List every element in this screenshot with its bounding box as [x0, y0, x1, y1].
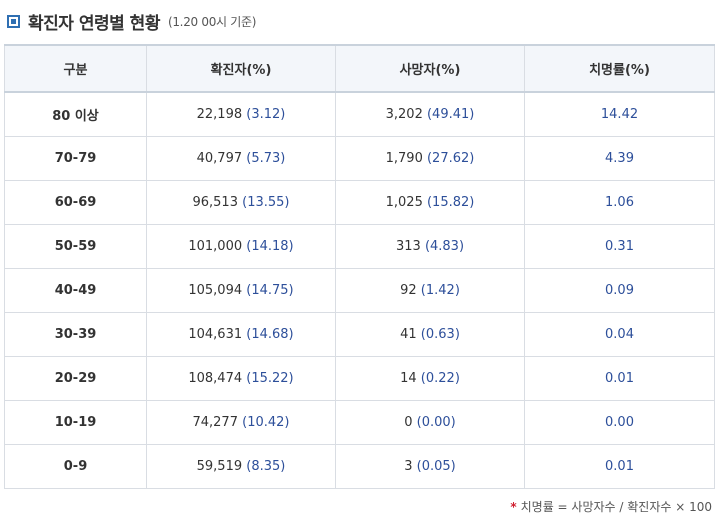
confirmed-count: 96,513	[192, 195, 238, 210]
table-row: 10-19 74,277 (10.42) 0 (0.00) 0.00	[4, 400, 715, 445]
confirmed-cell: 96,513 (13.55)	[146, 180, 336, 225]
confirmed-percent: (15.22)	[246, 371, 294, 386]
age-group-cell: 30-39	[4, 312, 147, 357]
age-group-cell: 80 이상	[4, 91, 147, 137]
age-group-cell: 50-59	[4, 224, 147, 269]
table-row: 20-29 108,474 (15.22) 14 (0.22) 0.01	[4, 356, 715, 401]
fatality-rate-cell: 1.06	[524, 180, 715, 225]
confirmed-percent: (14.75)	[246, 283, 294, 298]
confirmed-cell: 108,474 (15.22)	[146, 356, 336, 401]
deaths-cell: 1,790 (27.62)	[335, 136, 525, 181]
fatality-rate-cell: 0.04	[524, 312, 715, 357]
age-group-cell: 0-9	[4, 444, 147, 489]
deaths-cell: 92 (1.42)	[335, 268, 525, 313]
deaths-count: 0	[404, 415, 413, 430]
confirmed-count: 105,094	[188, 283, 243, 298]
deaths-cell: 313 (4.83)	[335, 224, 525, 269]
table-row: 40-49 105,094 (14.75) 92 (1.42) 0.09	[4, 268, 715, 313]
confirmed-cell: 22,198 (3.12)	[146, 91, 336, 137]
confirmed-percent: (13.55)	[242, 195, 290, 210]
deaths-count: 41	[400, 327, 417, 342]
confirmed-percent: (10.42)	[242, 415, 290, 430]
section-title: 확진자 연령별 현황	[28, 13, 160, 34]
deaths-count: 14	[400, 371, 417, 386]
deaths-percent: (0.22)	[420, 371, 460, 386]
deaths-count: 1,025	[385, 195, 423, 210]
deaths-percent: (1.42)	[420, 283, 460, 298]
deaths-count: 92	[400, 283, 417, 298]
confirmed-count: 104,631	[188, 327, 243, 342]
age-group-cell: 70-79	[4, 136, 147, 181]
footnote-text: 치명률 = 사망자수 / 확진자수 × 100	[520, 500, 712, 514]
confirmed-cell: 105,094 (14.75)	[146, 268, 336, 313]
age-group-cell: 10-19	[4, 400, 147, 445]
confirmed-cell: 59,519 (8.35)	[146, 444, 336, 489]
section-subtitle: (1.20 00시 기준)	[167, 14, 257, 29]
confirmed-count: 40,797	[196, 151, 243, 166]
age-stats-table: 구분 확진자(%) 사망자(%) 치명률(%) 80 이상 22,198 (3.…	[4, 44, 715, 489]
age-group-cell: 40-49	[4, 268, 147, 313]
section-heading: 확진자 연령별 현황 (1.20 00시 기준)	[7, 10, 257, 34]
confirmed-count: 101,000	[188, 239, 243, 254]
confirmed-count: 74,277	[192, 415, 238, 430]
fatality-rate-cell: 14.42	[524, 91, 715, 137]
fatality-rate-cell: 0.00	[524, 400, 715, 445]
fatality-rate-cell: 0.31	[524, 224, 715, 269]
deaths-count: 1,790	[385, 151, 423, 166]
age-group-cell: 20-29	[4, 356, 147, 401]
table-header-row: 구분 확진자(%) 사망자(%) 치명률(%)	[4, 44, 715, 93]
confirmed-cell: 40,797 (5.73)	[146, 136, 336, 181]
confirmed-cell: 74,277 (10.42)	[146, 400, 336, 445]
fatality-footnote: * 치명률 = 사망자수 / 확진자수 × 100	[510, 498, 712, 515]
fatality-rate-cell: 4.39	[524, 136, 715, 181]
table-row: 80 이상 22,198 (3.12) 3,202 (49.41) 14.42	[4, 91, 715, 137]
deaths-cell: 0 (0.00)	[335, 400, 525, 445]
column-header-confirmed: 확진자(%)	[146, 44, 336, 93]
confirmed-percent: (5.73)	[246, 151, 286, 166]
deaths-percent: (0.00)	[416, 415, 456, 430]
column-header-category: 구분	[4, 44, 147, 93]
footnote-marker: *	[510, 500, 517, 514]
confirmed-cell: 101,000 (14.18)	[146, 224, 336, 269]
confirmed-percent: (14.18)	[246, 239, 294, 254]
fatality-rate-cell: 0.09	[524, 268, 715, 313]
age-group-cell: 60-69	[4, 180, 147, 225]
table-row: 0-9 59,519 (8.35) 3 (0.05) 0.01	[4, 444, 715, 489]
deaths-cell: 14 (0.22)	[335, 356, 525, 401]
deaths-percent: (15.82)	[426, 195, 475, 210]
deaths-cell: 41 (0.63)	[335, 312, 525, 357]
deaths-cell: 1,025 (15.82)	[335, 180, 525, 225]
table-row: 60-69 96,513 (13.55) 1,025 (15.82) 1.06	[4, 180, 715, 225]
deaths-percent: (0.63)	[420, 327, 460, 342]
deaths-percent: (4.83)	[424, 239, 465, 254]
column-header-deaths: 사망자(%)	[335, 44, 525, 93]
confirmed-percent: (8.35)	[246, 459, 286, 474]
table-row: 30-39 104,631 (14.68) 41 (0.63) 0.04	[4, 312, 715, 357]
confirmed-cell: 104,631 (14.68)	[146, 312, 336, 357]
table-row: 70-79 40,797 (5.73) 1,790 (27.62) 4.39	[4, 136, 715, 181]
confirmed-count: 22,198	[196, 107, 243, 122]
confirmed-count: 108,474	[188, 371, 243, 386]
deaths-count: 313	[395, 239, 421, 254]
table-row: 50-59 101,000 (14.18) 313 (4.83) 0.31	[4, 224, 715, 269]
deaths-count: 3,202	[385, 107, 423, 122]
square-bullet-icon	[7, 14, 20, 28]
column-header-fatality: 치명률(%)	[524, 44, 715, 93]
deaths-count: 3	[404, 459, 413, 474]
fatality-rate-cell: 0.01	[524, 444, 715, 489]
deaths-cell: 3 (0.05)	[335, 444, 525, 489]
deaths-cell: 3,202 (49.41)	[335, 91, 525, 137]
confirmed-percent: (14.68)	[246, 327, 294, 342]
confirmed-percent: (3.12)	[246, 107, 286, 122]
deaths-percent: (49.41)	[426, 107, 475, 122]
deaths-percent: (27.62)	[426, 151, 475, 166]
deaths-percent: (0.05)	[416, 459, 456, 474]
fatality-rate-cell: 0.01	[524, 356, 715, 401]
confirmed-count: 59,519	[196, 459, 243, 474]
